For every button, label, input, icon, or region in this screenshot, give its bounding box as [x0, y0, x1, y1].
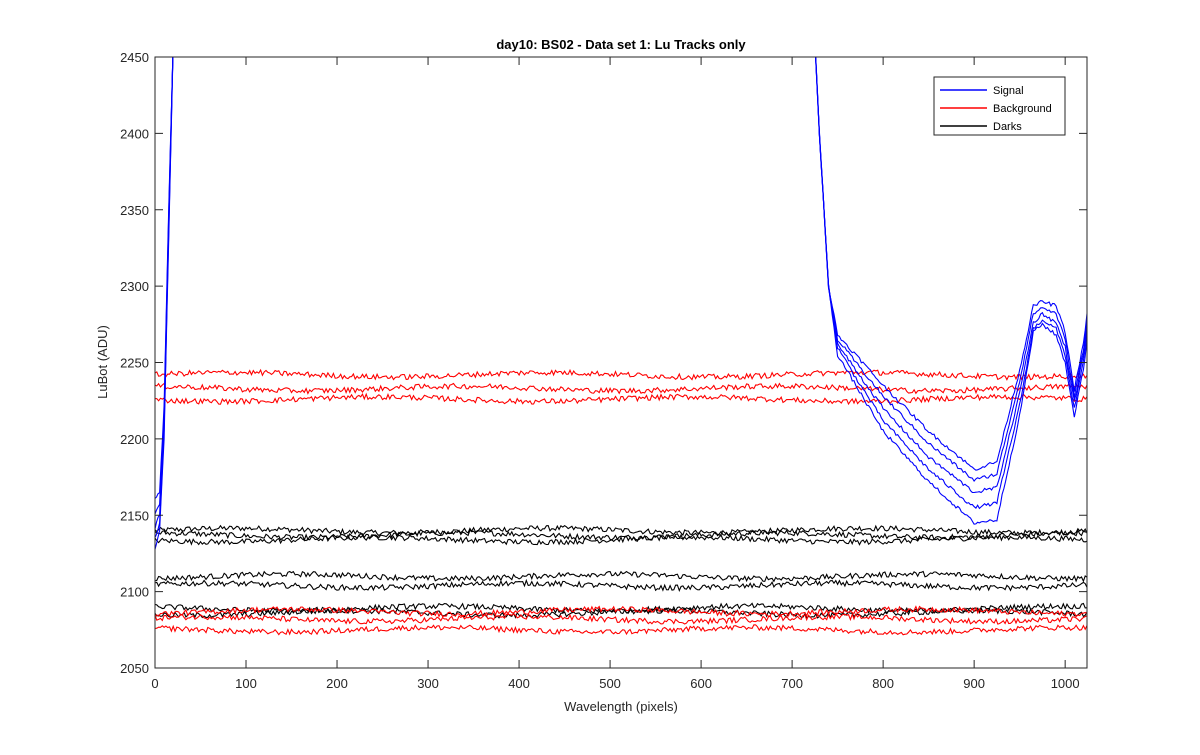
x-tick-label: 200	[326, 676, 348, 691]
y-tick-label: 2250	[120, 356, 149, 371]
x-tick-label: 500	[599, 676, 621, 691]
darks-series-line	[155, 570, 1087, 583]
y-tick-label: 2150	[120, 508, 149, 523]
series-layer	[155, 57, 1087, 636]
x-tick-label: 100	[235, 676, 257, 691]
x-axis-label: Wavelength (pixels)	[564, 699, 678, 714]
y-tick-label: 2050	[120, 661, 149, 676]
background-series-line	[155, 392, 1087, 406]
signal-series-line	[155, 57, 1087, 538]
tick-layer: 0 100 200 300 400 500 600 700 800 900 1000 2050 2100…	[120, 50, 1087, 691]
legend: Signal Background Darks	[933, 76, 1066, 136]
darks-series-line	[155, 533, 1087, 546]
signal-series-line	[155, 57, 1087, 550]
background-series-line	[155, 382, 1087, 395]
y-tick-label: 2400	[120, 126, 149, 141]
x-tick-label: 700	[781, 676, 803, 691]
legend-darks-label: Darks	[993, 121, 1022, 133]
x-tick-label: 0	[151, 676, 158, 691]
signal-series-line	[155, 57, 1087, 499]
x-tick-label: 900	[963, 676, 985, 691]
y-tick-label: 2200	[120, 432, 149, 447]
signal-series-line	[155, 57, 1087, 515]
background-series-line	[155, 624, 1087, 636]
x-tick-label: 1000	[1051, 676, 1080, 691]
darks-series-line	[155, 578, 1087, 592]
background-series-line	[155, 612, 1087, 625]
x-tick-label: 600	[690, 676, 712, 691]
plot-area	[155, 57, 1087, 668]
y-tick-label: 2300	[120, 279, 149, 294]
chart-title: day10: BS02 - Data set 1: Lu Tracks only	[496, 37, 746, 52]
background-series-line	[155, 368, 1087, 381]
y-tick-label: 2450	[120, 50, 149, 65]
legend-signal-label: Signal	[993, 85, 1024, 97]
signal-series-line	[155, 57, 1087, 530]
legend-background-label: Background	[993, 103, 1052, 115]
background-series-line	[155, 605, 1087, 618]
y-tick-label: 2350	[120, 203, 149, 218]
x-tick-label: 300	[417, 676, 439, 691]
y-tick-label: 2100	[120, 585, 149, 600]
x-tick-label: 800	[872, 676, 894, 691]
x-tick-label: 400	[508, 676, 530, 691]
darks-series-line	[155, 524, 1087, 537]
y-axis-label: LuBot (ADU)	[95, 325, 110, 399]
